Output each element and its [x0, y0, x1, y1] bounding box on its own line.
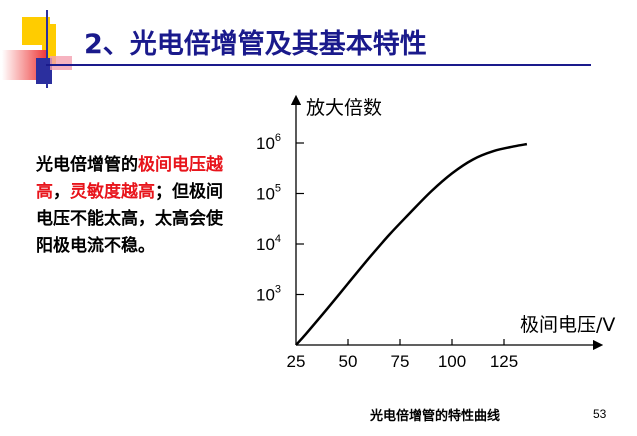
description-part-2: ，: [53, 182, 70, 202]
y-axis-label: 放大倍数: [306, 97, 382, 119]
description-highlight-2: 灵敏度越高: [70, 182, 155, 202]
y-tick-label: 106: [256, 132, 281, 153]
page-number: 53: [593, 407, 607, 421]
x-axis-label: 极间电压/V: [520, 314, 615, 336]
description-highlight-1: 极间电压越高: [36, 155, 223, 202]
y-tick-label: 103: [256, 284, 281, 305]
x-tick-label: 25: [287, 352, 306, 371]
x-tick-label: 75: [391, 352, 410, 371]
y-tick-label: 105: [256, 183, 281, 204]
description-part-1: 光电倍增管的: [36, 155, 138, 175]
x-tick-label: 50: [339, 352, 358, 371]
x-tick-label: 100: [438, 352, 466, 371]
description-part-3: ；但极间电压不能太高，太高会使阳极电流不稳。: [36, 182, 223, 256]
slide-title: 2、光电倍增管及其基本特性: [84, 29, 427, 60]
description-text: 光电倍增管的极间电压越高，灵敏度越高；但极间电压不能太高，太高会使阳极电流不稳。: [36, 152, 226, 260]
y-tick-label: 104: [256, 233, 281, 254]
deco-vertical-line: [46, 10, 48, 88]
x-tick-label: 125: [490, 352, 518, 371]
title-underline: [46, 64, 591, 66]
series-line: [295, 142, 528, 346]
deco-pink-block: [50, 56, 72, 70]
chart-caption: 光电倍增管的特性曲线: [370, 409, 501, 424]
